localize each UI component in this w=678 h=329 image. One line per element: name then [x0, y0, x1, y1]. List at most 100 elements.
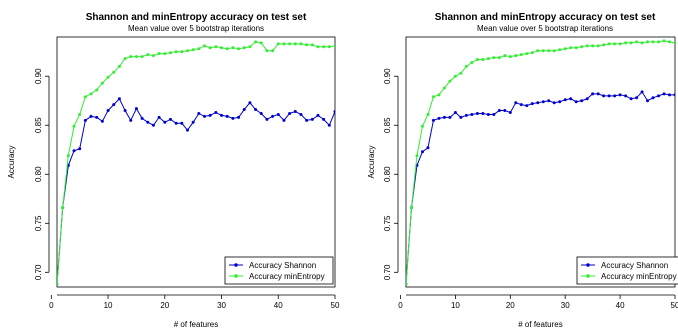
data-point: [514, 54, 518, 58]
data-point: [629, 41, 633, 45]
y-axis-label: Accuracy: [7, 146, 16, 179]
data-point: [646, 99, 650, 103]
data-point: [288, 42, 292, 46]
x-axis-label: # of features: [518, 320, 562, 329]
data-point: [607, 42, 611, 46]
data-point: [197, 111, 201, 115]
data-point: [100, 81, 104, 85]
data-point: [174, 50, 178, 54]
data-point: [265, 117, 269, 121]
data-point: [265, 49, 269, 53]
data-point: [459, 71, 463, 75]
data-point: [492, 112, 496, 116]
data-point: [276, 42, 280, 46]
data-point: [310, 117, 314, 121]
plot-frame: [405, 36, 676, 288]
data-point: [475, 58, 479, 62]
data-point: [123, 57, 127, 61]
data-point: [563, 98, 567, 102]
data-point: [106, 75, 110, 79]
data-point: [140, 55, 144, 59]
data-point: [271, 49, 275, 53]
x-tick-label: 20: [160, 301, 169, 310]
data-point: [288, 111, 292, 115]
legend-swatch-point: [586, 263, 590, 267]
data-point: [117, 97, 121, 101]
data-point: [208, 113, 212, 117]
data-point: [629, 97, 633, 101]
data-point: [580, 99, 584, 103]
data-point: [431, 95, 435, 99]
data-point: [624, 94, 628, 98]
data-point: [470, 112, 474, 116]
data-point: [673, 93, 675, 97]
x-tick-label: 20: [506, 301, 515, 310]
data-point: [117, 64, 121, 68]
data-point: [519, 103, 523, 107]
data-point: [541, 49, 545, 53]
data-point: [470, 60, 474, 64]
data-point: [61, 206, 65, 210]
data-point: [129, 55, 133, 59]
data-point: [168, 117, 172, 121]
data-point: [514, 101, 518, 105]
data-point: [151, 54, 155, 58]
data-point: [486, 112, 490, 116]
data-point: [180, 121, 184, 125]
data-point: [646, 40, 650, 44]
data-point: [203, 114, 207, 118]
data-point: [248, 45, 252, 49]
data-point: [580, 45, 584, 49]
data-point: [89, 92, 93, 96]
data-point: [448, 115, 452, 119]
data-point: [185, 128, 189, 132]
data-point: [596, 44, 600, 48]
data-point: [607, 94, 611, 98]
data-point: [259, 41, 263, 45]
data-point: [112, 70, 116, 74]
data-point: [237, 115, 241, 119]
data-point: [271, 114, 275, 118]
plot-frame: [56, 36, 336, 288]
y-tick-label: 0.90: [34, 68, 43, 84]
data-point: [293, 42, 297, 46]
data-point: [225, 47, 229, 51]
data-point: [558, 100, 562, 104]
data-point: [203, 44, 207, 48]
series-line: [406, 91, 675, 285]
data-point: [596, 92, 600, 96]
y-tick-label: 0.75: [34, 215, 43, 231]
data-point: [163, 52, 167, 56]
data-point: [558, 48, 562, 52]
y-tick-label: 0.90: [383, 68, 392, 84]
data-point: [613, 94, 617, 98]
data-point: [78, 112, 82, 116]
y-tick-label: 0.80: [383, 166, 392, 182]
chart-subtitle: Mean value over 5 bootstrap iterations: [477, 24, 613, 33]
data-point: [146, 53, 150, 57]
chart-panel-1: Shannon and minEntropy accuracy on test …: [7, 12, 340, 329]
legend-swatch-point: [234, 263, 238, 267]
data-point: [442, 115, 446, 119]
data-point: [651, 40, 655, 44]
data-point: [536, 49, 540, 53]
data-point: [613, 42, 617, 46]
data-point: [668, 93, 672, 97]
data-point: [668, 40, 672, 44]
data-point: [72, 149, 76, 153]
data-point: [157, 115, 161, 119]
legend-label: Accuracy Shannon: [249, 261, 316, 270]
data-point: [333, 110, 335, 114]
data-point: [525, 104, 529, 108]
data-point: [214, 45, 218, 49]
data-point: [415, 154, 419, 158]
data-point: [254, 40, 258, 44]
data-point: [591, 44, 595, 48]
data-point: [180, 50, 184, 54]
x-tick-label: 50: [671, 301, 678, 310]
data-point: [602, 43, 606, 47]
data-point: [585, 44, 589, 48]
data-point: [191, 48, 195, 52]
y-tick-label: 0.80: [34, 166, 43, 182]
